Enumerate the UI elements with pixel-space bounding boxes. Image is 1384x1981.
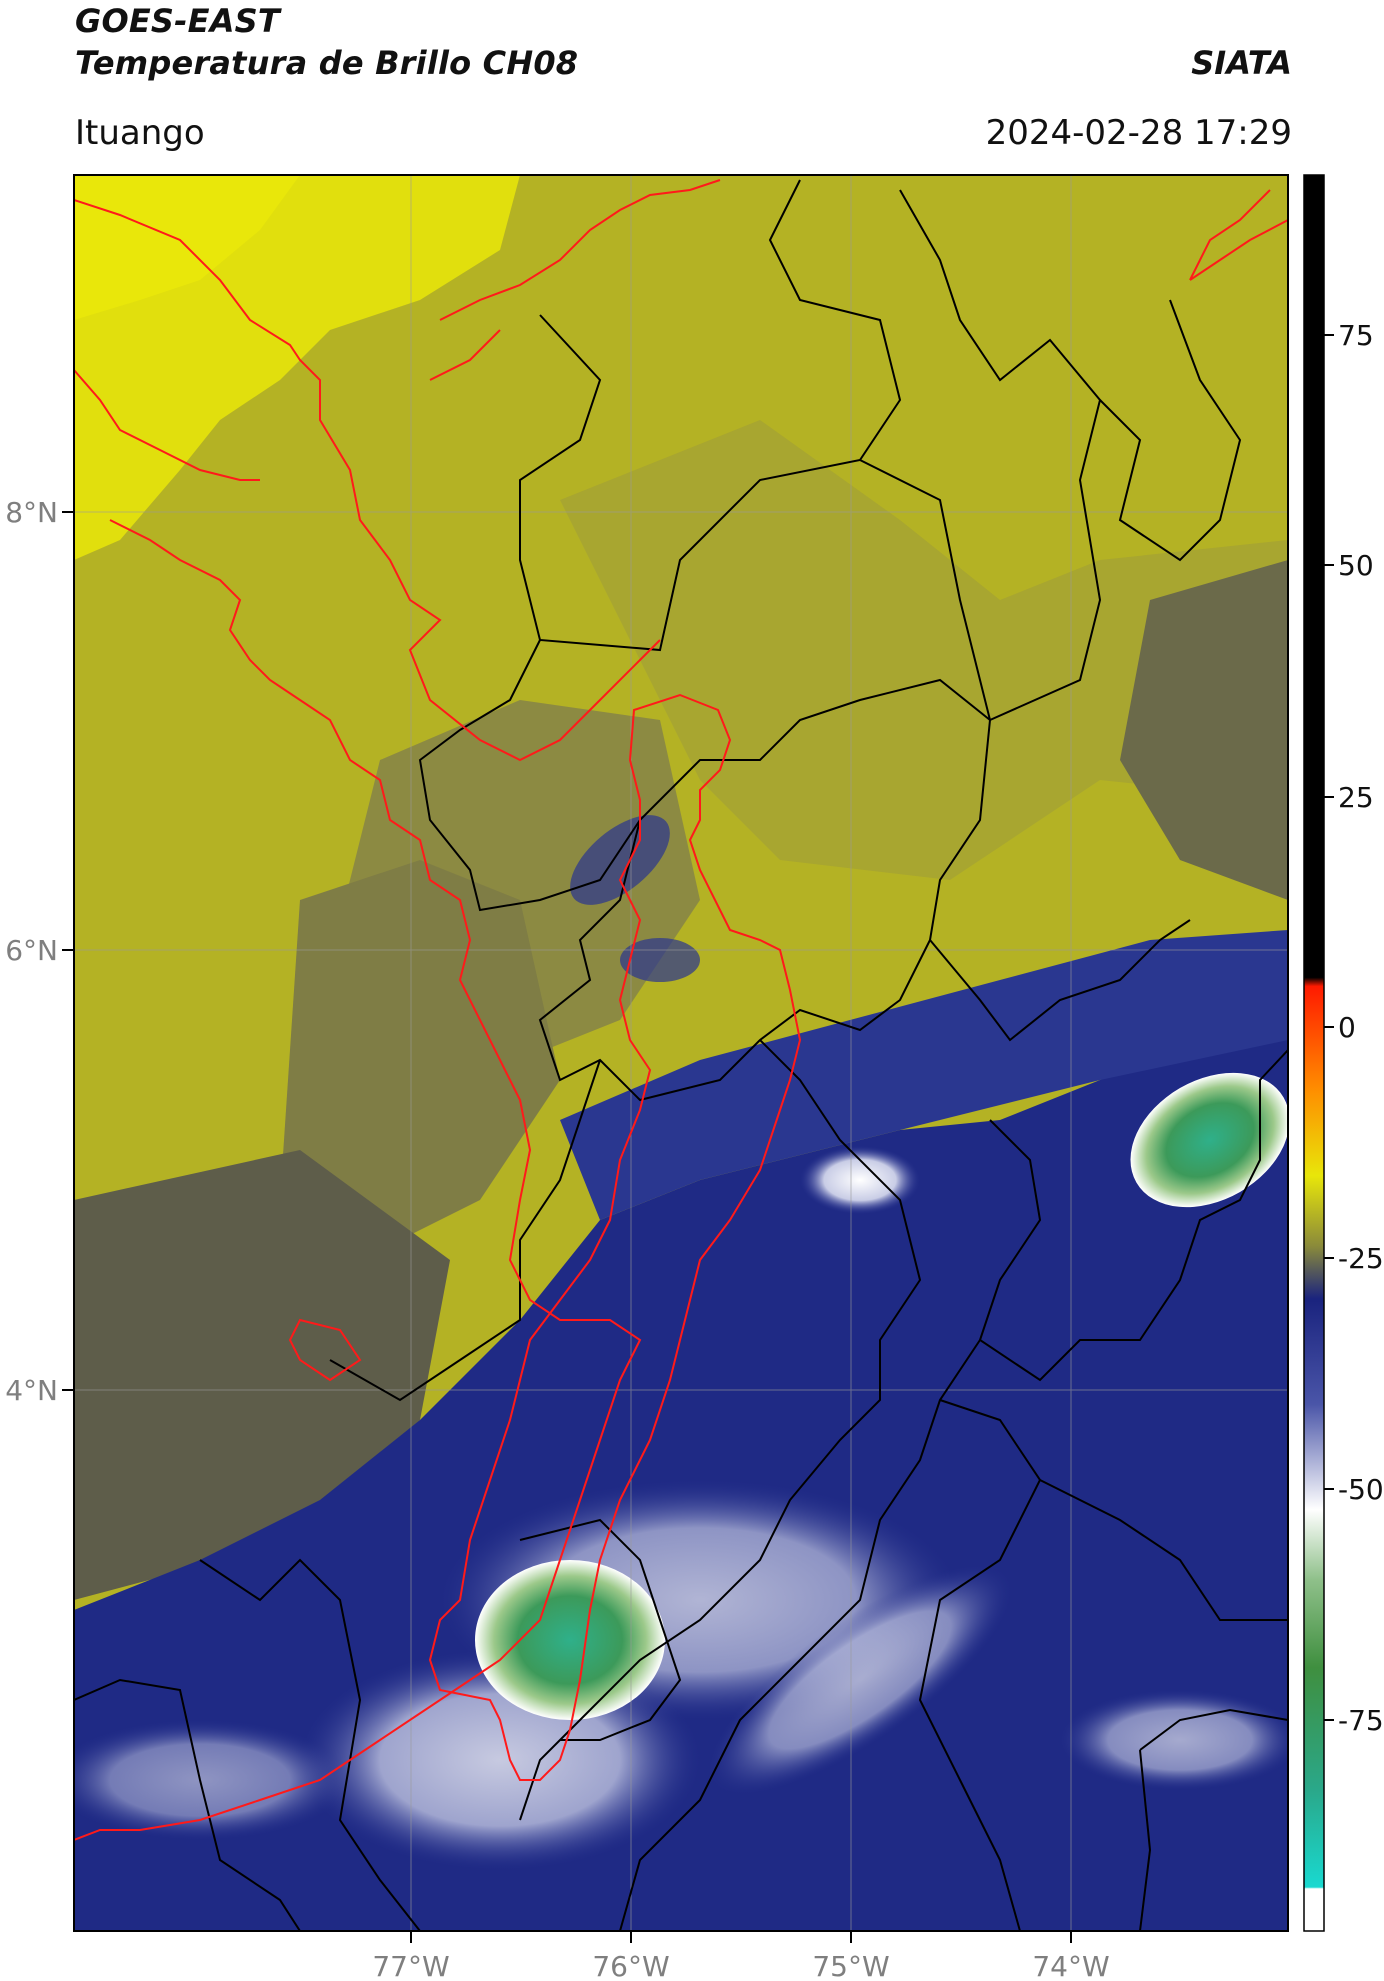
lon-tick-label: 74°W	[1032, 1950, 1109, 1981]
lat-tick-label: 8°N	[5, 496, 58, 529]
lon-tick-label: 77°W	[372, 1950, 449, 1981]
colorbar-tick-label: 0	[1338, 1011, 1356, 1044]
colorbar-tick-label: -50	[1338, 1473, 1384, 1506]
colorbar-tick-label: 75	[1338, 319, 1374, 352]
colorbar-tick-label: 25	[1338, 781, 1374, 814]
map-frame	[73, 174, 1289, 1932]
lon-tick-label: 76°W	[592, 1950, 669, 1981]
colorbar-tick-label: -75	[1338, 1704, 1384, 1737]
map-title: GOES-EAST Temperatura de Brillo CH08	[75, 0, 578, 84]
map-field	[74, 175, 1288, 1931]
colorbar-tick-label: 50	[1338, 549, 1374, 582]
organization-label: SIATA	[1191, 44, 1292, 82]
colorbar-tick-label: -25	[1338, 1242, 1384, 1275]
lat-tick-label: 6°N	[5, 934, 58, 967]
colorbar	[1303, 174, 1325, 1932]
lat-tick-label: 4°N	[5, 1374, 58, 1407]
lon-tick-label: 75°W	[812, 1950, 889, 1981]
product-name: Temperatura de Brillo CH08	[75, 44, 579, 82]
region-label: Ituango	[75, 113, 205, 153]
datetime-label: 2024-02-28 17:29	[985, 113, 1292, 153]
satellite-name: GOES-EAST	[75, 2, 280, 40]
